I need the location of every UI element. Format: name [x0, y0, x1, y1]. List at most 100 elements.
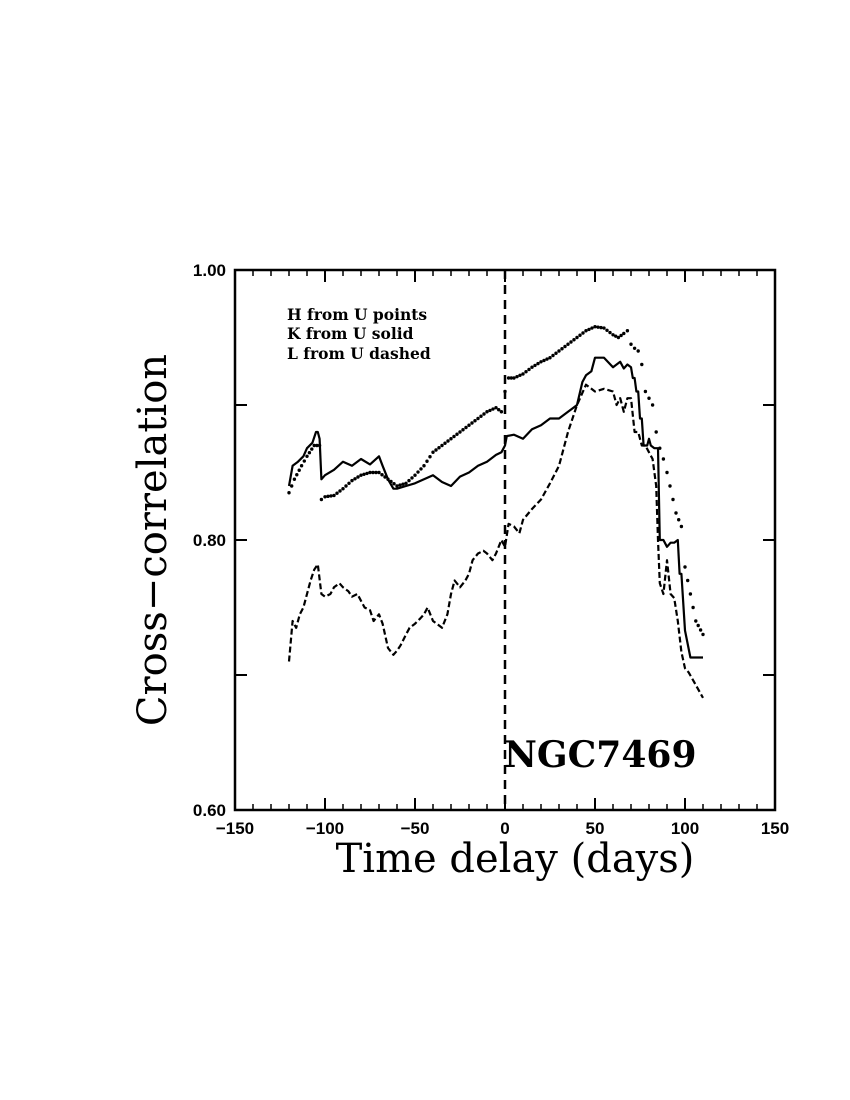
- data-point: [572, 338, 576, 342]
- data-point: [521, 372, 525, 376]
- data-point: [377, 470, 381, 475]
- legend-entry-k: K from U solid: [287, 324, 414, 343]
- data-point: [482, 412, 486, 416]
- y-tick-label: 1.00: [193, 261, 226, 280]
- data-point: [566, 342, 570, 346]
- data-point: [344, 484, 348, 488]
- data-point: [587, 327, 591, 332]
- x-tick-label: −100: [306, 819, 344, 838]
- data-point: [302, 459, 306, 463]
- data-point: [287, 491, 291, 495]
- legend-entry-h: H from U points: [287, 305, 427, 324]
- data-point: [437, 446, 441, 450]
- series-h-points: [287, 325, 705, 637]
- series-layer: [287, 325, 705, 699]
- data-point: [661, 457, 666, 461]
- data-point: [551, 353, 555, 358]
- x-tick-label: −50: [401, 819, 430, 838]
- data-point: [319, 497, 324, 502]
- data-point: [590, 326, 594, 330]
- data-point: [326, 494, 330, 499]
- data-point: [581, 331, 585, 335]
- data-point: [494, 406, 498, 410]
- data-point: [452, 434, 456, 439]
- data-point: [416, 470, 420, 474]
- data-point: [323, 495, 327, 499]
- series-l-line: [287, 383, 704, 699]
- data-point: [329, 494, 333, 498]
- data-point: [686, 578, 690, 583]
- data-point: [449, 437, 453, 441]
- data-point: [674, 511, 678, 515]
- data-point: [356, 475, 360, 479]
- data-point: [499, 410, 504, 414]
- data-point: [476, 416, 480, 421]
- data-point: [368, 470, 372, 475]
- data-point: [371, 470, 375, 475]
- data-point: [548, 356, 552, 360]
- x-tick-label: 150: [761, 819, 789, 838]
- data-point: [295, 473, 299, 477]
- y-tick-label: 0.60: [193, 801, 226, 820]
- data-point: [608, 330, 612, 335]
- data-point: [691, 605, 695, 610]
- data-point: [350, 478, 354, 483]
- data-point: [485, 410, 489, 414]
- data-point: [512, 376, 516, 380]
- x-tick-label: 0: [500, 819, 509, 838]
- data-point: [622, 331, 626, 336]
- data-point: [527, 367, 531, 372]
- data-point: [491, 407, 495, 411]
- data-point: [488, 408, 492, 413]
- data-point: [688, 592, 693, 596]
- data-point: [671, 497, 675, 502]
- data-point: [413, 473, 417, 477]
- data-point: [503, 389, 507, 394]
- data-point: [407, 478, 411, 483]
- data-point: [629, 342, 633, 346]
- data-point: [353, 477, 357, 481]
- data-point: [335, 491, 339, 495]
- data-point: [654, 430, 658, 434]
- data-point: [464, 425, 468, 430]
- data-point: [446, 439, 450, 443]
- data-point: [392, 482, 396, 486]
- data-point: [365, 471, 369, 476]
- data-point: [509, 376, 513, 380]
- legend-entry-l: L from U dashed: [287, 344, 431, 363]
- data-point: [605, 328, 609, 332]
- data-point: [665, 470, 669, 475]
- data-point: [497, 408, 501, 412]
- data-point: [419, 467, 423, 471]
- data-point: [404, 481, 408, 485]
- data-point: [470, 421, 474, 425]
- data-point: [694, 619, 698, 623]
- data-point: [332, 493, 336, 498]
- data-point: [362, 472, 366, 476]
- data-point: [479, 414, 483, 418]
- data-point: [701, 632, 705, 637]
- data-point: [398, 483, 402, 487]
- data-point: [374, 470, 378, 475]
- data-point: [539, 360, 543, 364]
- data-point: [312, 443, 316, 448]
- data-point: [467, 423, 471, 427]
- data-point: [611, 333, 615, 337]
- data-point: [410, 476, 414, 480]
- data-point: [380, 473, 384, 477]
- data-point: [458, 430, 462, 434]
- data-point: [359, 473, 363, 477]
- data-point: [315, 443, 319, 448]
- data-point: [636, 349, 640, 353]
- x-axis-title: Time delay (days): [336, 836, 695, 882]
- data-point: [422, 464, 426, 468]
- data-point: [683, 565, 687, 569]
- tick-labels: −150 −100 −50 0 50 100 150 0.60 0.80 1.00: [193, 261, 789, 838]
- x-tick-label: 100: [671, 819, 699, 838]
- data-point: [338, 489, 342, 493]
- data-point: [557, 349, 561, 353]
- data-point: [461, 428, 465, 432]
- data-point: [290, 484, 294, 488]
- data-point: [299, 464, 304, 468]
